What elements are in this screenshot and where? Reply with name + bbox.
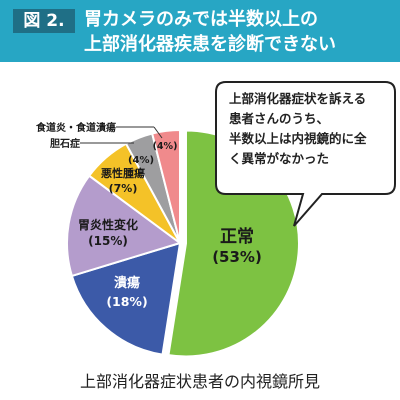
leader-line-esophagitis-2: [153, 126, 163, 139]
chart-caption: 上部消化器症状患者の内視鏡所見: [79, 372, 320, 391]
callout-line-3: 半数以上は内視鏡的に全: [229, 131, 367, 146]
slice-pct-ulcer: (18%): [106, 294, 147, 309]
title-line-2: 上部消化器疾患を診断できない: [84, 34, 336, 55]
callout-line-2: 患者さんのうち、: [229, 111, 330, 126]
pie-chart: 正常 (53%) 潰瘍 (18%) 胃炎性変化 (15%) 悪性腫瘍 (7%) …: [35, 81, 396, 358]
outside-label-gallstone: 胆石症: [50, 137, 80, 150]
slice-name-normal: 正常: [220, 226, 254, 247]
pie-slice-ulcer: [70, 241, 182, 356]
slice-pct-normal: (53%): [212, 248, 262, 266]
slice-pct-gallstone: (4%): [128, 155, 154, 166]
leader-lines: [80, 126, 163, 144]
slice-name-ulcer: 潰瘍: [114, 275, 140, 291]
slice-pct-gastritis: (15%): [88, 234, 128, 248]
callout-line-4: く異常がなかった: [229, 151, 330, 166]
slice-name-malignant: 悪性腫瘍: [101, 166, 145, 180]
callout-text: 上部消化器症状を訴える 患者さんのうち、 半数以上は内視鏡的に全 く異常がなかっ…: [229, 89, 387, 169]
slice-labels: 正常 (53%) 潰瘍 (18%) 胃炎性変化 (15%) 悪性腫瘍 (7%) …: [35, 121, 262, 309]
figure-label: 図 2.: [13, 9, 75, 33]
pie-slice-esophagitis: [150, 128, 181, 244]
pie-slice-gastritis: [66, 174, 183, 278]
speech-bubble: [215, 81, 396, 227]
title-line-1: 胃カメラのみでは半数以上の: [84, 9, 318, 30]
slice-pct-malignant: (7%): [109, 182, 138, 195]
outside-label-esophagitis: 食道炎・食道潰瘍: [35, 121, 116, 134]
slice-name-gastritis: 胃炎性変化: [78, 217, 138, 232]
callout-line-1: 上部消化器症状を訴える: [229, 91, 367, 106]
slice-pct-esophagitis: (4%): [153, 141, 178, 152]
header-banner: 図 2. 胃カメラのみでは半数以上の 上部消化器疾患を診断できない: [0, 0, 400, 62]
